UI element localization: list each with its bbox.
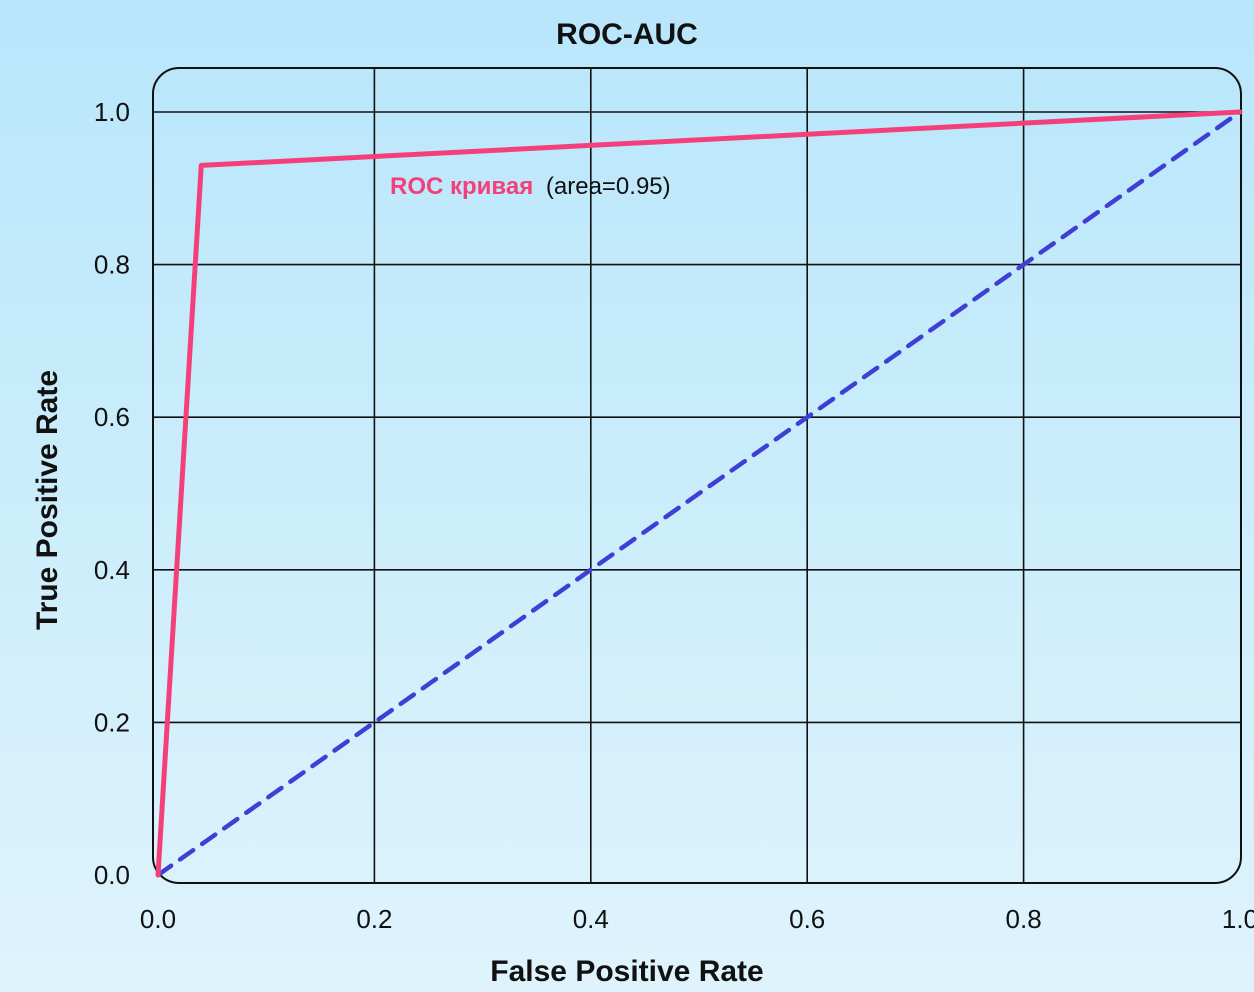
series-group bbox=[155, 109, 1243, 878]
chart-title: ROC-AUC bbox=[556, 18, 698, 51]
y-tick-label: 1.0 bbox=[94, 97, 130, 127]
roc-annotation-area: (area=0.95) bbox=[546, 173, 671, 200]
y-tick-label: 0.4 bbox=[94, 555, 130, 585]
plot-frame bbox=[152, 67, 1242, 884]
x-tick-label: 0.8 bbox=[1006, 904, 1042, 934]
x-tick-label: 0.0 bbox=[140, 904, 176, 934]
y-tick-label: 0.8 bbox=[94, 250, 130, 280]
x-tick-label: 0.4 bbox=[573, 904, 609, 934]
x-tick-label: 1.0 bbox=[1222, 904, 1254, 934]
roc-annotation: ROC кривая (area=0.95) bbox=[390, 173, 671, 200]
y-tick-label: 0.0 bbox=[94, 860, 130, 890]
x-tick-label: 0.2 bbox=[356, 904, 392, 934]
y-tick-label: 0.6 bbox=[94, 402, 130, 432]
roc-curve-line bbox=[155, 109, 1243, 878]
random-baseline-line bbox=[155, 109, 1243, 878]
grid bbox=[153, 68, 1241, 883]
x-axis-label: False Positive Rate bbox=[490, 955, 764, 988]
x-tick-label: 0.6 bbox=[789, 904, 825, 934]
tick-labels: 0.0 0.2 0.4 0.6 0.8 1.0 0.0 0.2 0.4 0.6 0.8 1.0 bbox=[94, 97, 1254, 934]
y-tick-label: 0.2 bbox=[94, 707, 130, 737]
roc-annotation-label: ROC кривая bbox=[390, 173, 533, 200]
